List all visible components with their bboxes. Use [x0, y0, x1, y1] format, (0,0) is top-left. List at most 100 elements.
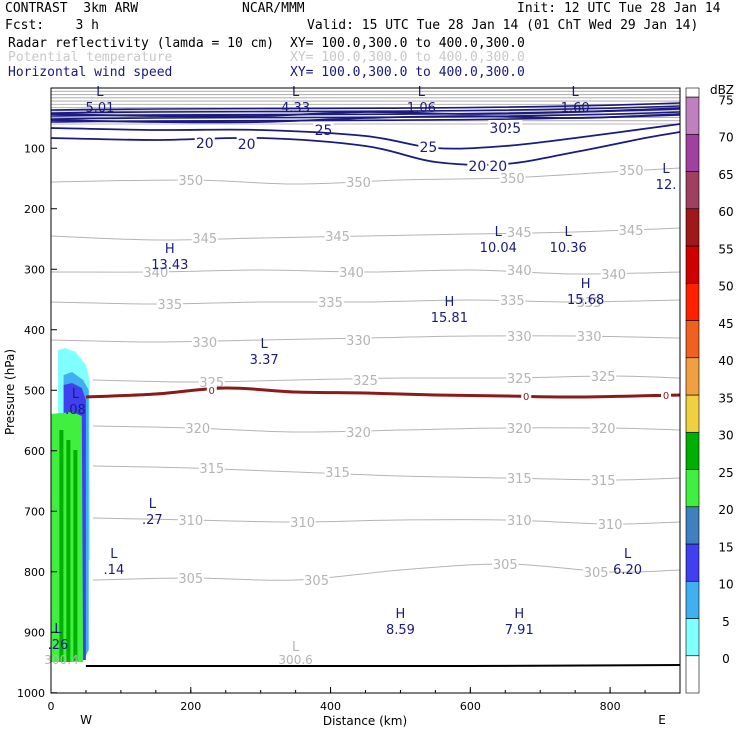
- colorbar-swatch: [685, 96, 700, 135]
- colorbar-level: 65: [718, 168, 733, 182]
- theta-label: 320: [185, 422, 210, 437]
- theta-label-bg: [317, 295, 344, 308]
- theta-label-bg: [345, 175, 372, 188]
- theta-contours: 350 350 350 350 345 345 345 345 340 340 340 340 335 3…: [50, 87, 681, 589]
- field-theta-xy: XY= 100.0,300.0 to 400.0,300.0: [290, 50, 525, 65]
- surface-theta-label: 300.6: [278, 653, 312, 667]
- theta-band-line: [50, 103, 681, 106]
- theta-label-bg: [177, 571, 204, 584]
- theta-label: 350: [619, 164, 644, 179]
- y-axis-label: Pressure (hPa): [3, 349, 17, 435]
- freezing-label: 0: [523, 392, 529, 403]
- theta-label-bg: [338, 265, 365, 278]
- axes: 0 200 400 600 800100200300400500600700800900…: [17, 142, 681, 713]
- freezing-level: 0 0 0: [85, 384, 681, 403]
- extremum-value: 1.06: [407, 101, 436, 116]
- theta-label: 315: [325, 466, 350, 481]
- x-tick-label: 600: [460, 700, 481, 713]
- wind-label-bg: [488, 120, 509, 134]
- theta-label-bg: [492, 557, 519, 570]
- theta-label-bg: [506, 421, 533, 434]
- east-label: E: [658, 713, 666, 727]
- wind-label-bg: [418, 139, 439, 153]
- extremum-kind: L: [418, 85, 426, 100]
- theta-label: 340: [339, 266, 364, 281]
- colorbar-unit: dBZ: [710, 83, 734, 97]
- y-tick-label: 600: [24, 445, 45, 458]
- theta-label-bg: [590, 369, 617, 382]
- colorbar-swatch: [685, 245, 700, 284]
- field-reflectivity: Radar reflectivity (lamda = 10 cm): [8, 36, 275, 51]
- colorbar-level: 30: [718, 429, 733, 443]
- extremum-kind: L: [662, 162, 670, 177]
- theta-label-bg: [352, 373, 379, 386]
- theta-label: 310: [507, 514, 532, 529]
- wind-label: 30: [489, 121, 507, 137]
- theta-label: 315: [199, 462, 224, 477]
- valid-time: Valid: 15 UTC Tue 28 Jan 14 (01 ChT Wed …: [307, 18, 699, 33]
- wind-contour-25: [50, 123, 681, 150]
- center-title: NCAR/MMM: [242, 1, 305, 16]
- colorbar-swatch: [685, 431, 700, 470]
- wind-label-bg: [467, 158, 488, 172]
- forecast-hour: Fcst: 3 h: [5, 18, 99, 33]
- extremum-kind: H: [514, 607, 524, 622]
- colorbar-swatch: [685, 133, 700, 172]
- colorbar-level: 15: [718, 540, 733, 554]
- extremum-value: 15.68: [567, 293, 604, 308]
- theta-label-bg: [506, 329, 533, 342]
- west-label: W: [80, 713, 92, 727]
- theta-label: 335: [318, 296, 343, 311]
- y-tick-label: 100: [24, 142, 45, 155]
- theta-label: 350: [500, 172, 525, 187]
- y-tick-label: 300: [24, 263, 45, 276]
- colorbar-swatch: [685, 655, 700, 694]
- extremum-kind: L: [572, 85, 580, 100]
- reflectivity-darkgreen-band: [59, 430, 64, 662]
- theta-label-bg: [191, 335, 218, 348]
- theta-label: 335: [577, 296, 602, 311]
- extremum-value: 8.59: [386, 623, 415, 638]
- freezing-label-bg: [661, 389, 672, 400]
- colorbar-swatch: [685, 171, 700, 210]
- theta-label-bg: [345, 333, 372, 346]
- extremum-kind: H: [165, 242, 175, 257]
- extremum-kind: L: [110, 547, 118, 562]
- extremum-kind: H: [581, 277, 591, 292]
- theta-label: 310: [598, 518, 623, 533]
- extremum-value: 12.: [656, 178, 677, 193]
- surface-layer: [51, 664, 681, 693]
- theta-label-bg: [618, 223, 645, 236]
- theta-label-bg: [597, 517, 624, 530]
- freezing-label: 0: [663, 391, 669, 402]
- field-wind-xy: XY= 100.0,300.0 to 400.0,300.0: [290, 65, 525, 80]
- y-tick-label: 500: [24, 384, 45, 397]
- colorbar-swatch: [685, 320, 700, 359]
- below-ground: [51, 667, 680, 693]
- extrema-labels: L5.01L4.33L1.06L1.60L12.H13.43L10.04L10.…: [44, 85, 676, 667]
- theta-label: 345: [192, 232, 217, 247]
- extremum-value: 15.81: [431, 311, 468, 326]
- extremum-kind: H: [396, 607, 406, 622]
- colorbar-level: 10: [718, 578, 733, 592]
- theta-label: 325: [507, 372, 532, 387]
- theta-label: 335: [500, 294, 525, 309]
- model-title: CONTRAST 3km ARW: [5, 1, 139, 16]
- extremum-value: 10.04: [480, 241, 517, 256]
- theta-label-bg: [583, 565, 610, 578]
- theta-label: 330: [346, 334, 371, 349]
- x-tick-label: 200: [180, 700, 201, 713]
- colorbar-level: 35: [718, 391, 733, 405]
- colorbar-level: 20: [718, 503, 733, 517]
- x-tick-label: 800: [600, 700, 621, 713]
- theta-label-bg: [618, 163, 645, 176]
- colorbar-swatch: [685, 469, 700, 508]
- extremum-value: 6.20: [613, 563, 642, 578]
- theta-label: 350: [178, 174, 203, 189]
- field-theta: Potential temperature: [8, 50, 173, 65]
- surface-kind: L: [292, 640, 300, 655]
- theta-band-line: [50, 96, 681, 99]
- freezing-label-bg: [206, 384, 217, 395]
- wind-label: 20: [468, 159, 486, 175]
- theta-label: 315: [507, 472, 532, 487]
